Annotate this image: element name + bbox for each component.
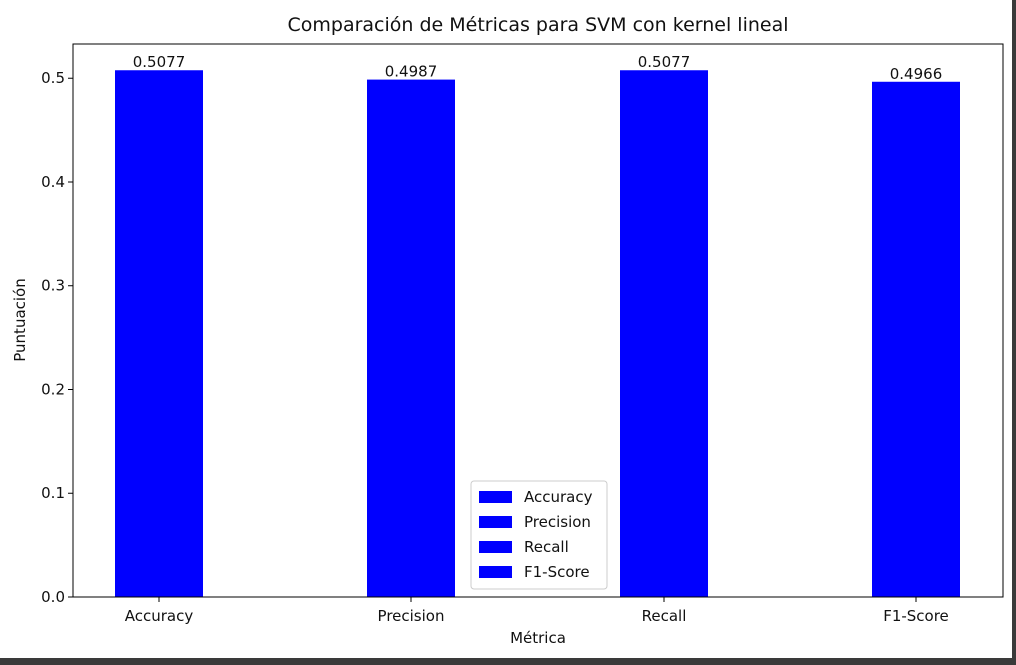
bar-recall (620, 70, 708, 598)
data-label-precision: 0.4987 (385, 63, 438, 81)
y-tick-label: 0.1 (41, 484, 65, 502)
legend-swatch-accuracy (479, 491, 512, 503)
data-label-f1-score: 0.4966 (890, 65, 943, 83)
x-tick-label: F1-Score (883, 607, 949, 625)
y-axis-label: Puntuación (11, 278, 29, 361)
x-tick-label: Accuracy (125, 607, 194, 625)
x-tick-label: Recall (642, 607, 687, 625)
plot-area: 0.5077 0.4987 0.5077 0.4966 0.0 0.1 0.2 0.3 0.4 0… (41, 43, 1004, 625)
legend-swatch-precision (479, 516, 512, 528)
legend-label-precision: Precision (524, 513, 591, 531)
legend-swatch-f1-score (479, 566, 512, 578)
y-tick-label: 0.5 (41, 69, 65, 87)
legend-swatch-recall (479, 541, 512, 553)
data-label-recall: 0.5077 (638, 53, 691, 71)
bar-f1-score (872, 81, 960, 597)
data-label-accuracy: 0.5077 (133, 53, 186, 71)
legend: Accuracy Precision Recall F1-Score (470, 480, 608, 590)
x-axis-label: Métrica (510, 629, 566, 647)
bar-accuracy (115, 70, 203, 598)
y-tick-label: 0.0 (41, 588, 65, 606)
legend-box (470, 480, 608, 590)
bar-precision (367, 79, 455, 598)
y-tick-label: 0.2 (41, 380, 65, 398)
y-tick-label: 0.4 (41, 173, 65, 191)
plot-frame (72, 43, 1004, 598)
legend-label-accuracy: Accuracy (524, 488, 593, 506)
x-tick-label: Precision (378, 607, 445, 625)
legend-label-f1-score: F1-Score (524, 563, 590, 581)
chart-title: Comparación de Métricas para SVM con ker… (287, 14, 788, 36)
legend-label-recall: Recall (524, 538, 569, 556)
y-tick-label: 0.3 (41, 277, 65, 295)
